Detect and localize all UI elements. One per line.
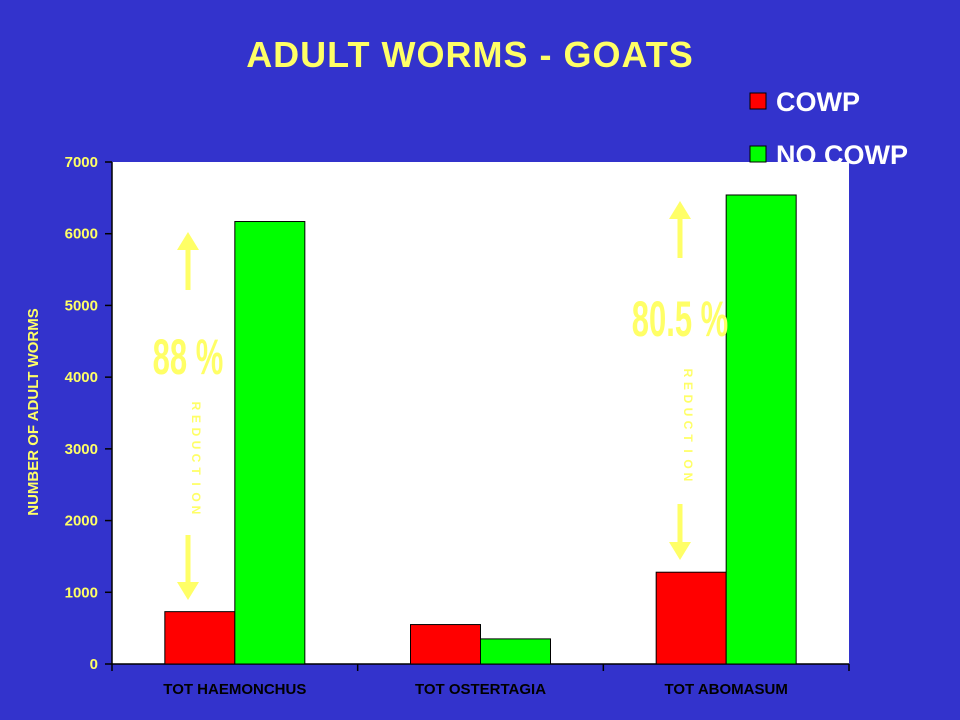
chart-title: ADULT WORMS - GOATS (246, 34, 694, 75)
bar-cowp (164, 611, 236, 665)
reduction-letter: N (681, 473, 695, 482)
reduction-letter: U (681, 408, 695, 417)
reduction-letter: D (189, 428, 203, 437)
reduction-percent: 80.5 % (632, 290, 728, 346)
bars (164, 194, 797, 665)
reduction-letter: N (189, 506, 203, 515)
reduction-letter: O (681, 459, 695, 468)
x-tick-label: TOT OSTERTAGIA (415, 681, 546, 698)
reduction-letter: R (189, 402, 203, 411)
legend-label: COWP (776, 87, 860, 117)
y-tick-label: 1000 (65, 584, 98, 601)
y-tick-label: 3000 (65, 441, 98, 458)
reduction-letter: R (681, 369, 695, 378)
reduction-letter: E (681, 382, 695, 390)
down-arrow-head-icon (669, 542, 691, 560)
down-arrow-head-icon (177, 582, 199, 600)
bar-no-cowp (725, 194, 797, 665)
bar-no-cowp (480, 638, 551, 665)
reduction-letter: T (681, 434, 695, 442)
reduction-letter: I (681, 449, 695, 452)
legend-label: NO COWP (776, 140, 908, 170)
reduction-letter: D (681, 395, 695, 404)
reduction-percent: 88 % (153, 328, 224, 384)
legend-swatch (749, 92, 767, 110)
legend-swatch (749, 145, 767, 163)
y-tick-label: 7000 (65, 154, 98, 171)
reduction-letter: T (189, 467, 203, 475)
reduction-letter: U (189, 441, 203, 450)
y-axis-label: NUMBER OF ADULT WORMS (25, 308, 42, 515)
bar-cowp (655, 571, 727, 665)
reduction-letter: E (189, 415, 203, 423)
x-tick-label: TOT HAEMONCHUS (163, 681, 306, 698)
up-arrow-head-icon (669, 201, 691, 219)
up-arrow-head-icon (177, 232, 199, 250)
y-tick-label: 4000 (65, 369, 98, 386)
y-tick-label: 5000 (65, 297, 98, 314)
bar-no-cowp (234, 221, 306, 665)
reduction-letter: O (189, 492, 203, 501)
reduction-letter: C (681, 421, 695, 430)
legend: COWP NO COWP (749, 87, 908, 170)
legend-item: NO COWP (749, 140, 908, 170)
axes: 0 1000 2000 3000 4000 5000 6000 7000 TOT HAEMONC… (65, 154, 850, 698)
reduction-letter: C (189, 454, 203, 463)
y-tick-label: 6000 (65, 226, 98, 243)
x-tick-label: TOT ABOMASUM (665, 681, 788, 698)
legend-item: COWP (749, 87, 860, 117)
y-tick-label: 2000 (65, 513, 98, 530)
y-tick-label: 0 (90, 656, 98, 673)
reduction-letter: I (189, 482, 203, 485)
bar-cowp (410, 624, 481, 665)
